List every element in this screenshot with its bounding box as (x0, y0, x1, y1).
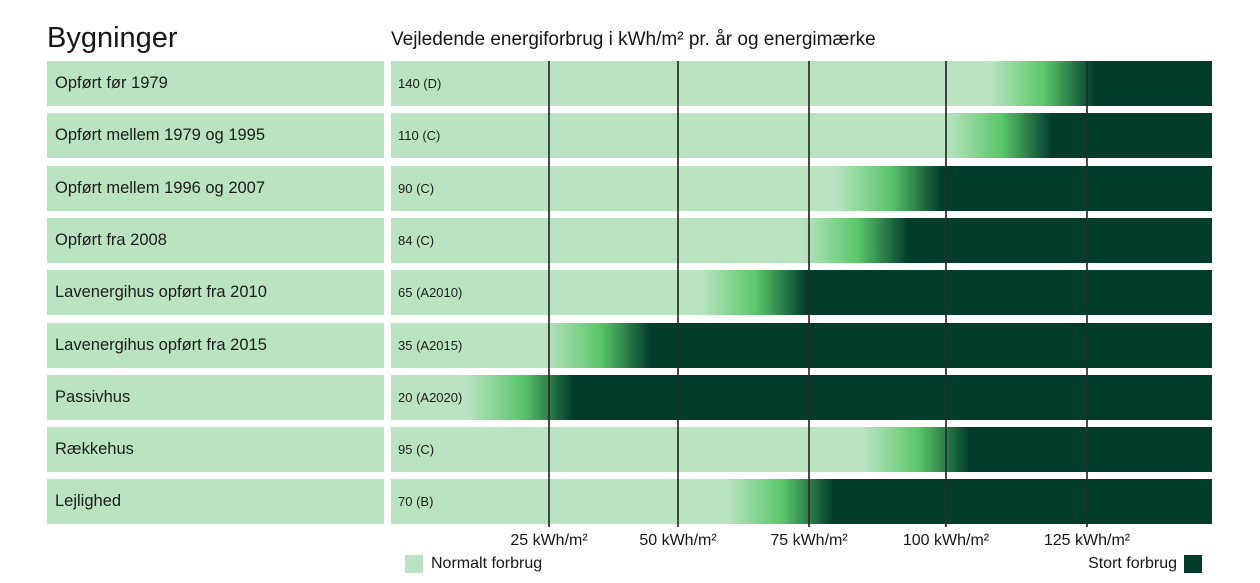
table-row: Opført fra 2008 84 (C) (47, 217, 1212, 263)
bar-gradient-transition (803, 217, 909, 263)
legend-label-normal: Normalt forbrug (431, 555, 543, 572)
bar: 110 (C) (391, 113, 1212, 159)
bar-gradient-transition (727, 479, 833, 525)
building-type-cell: Lejlighed (47, 479, 384, 525)
gridline (548, 61, 550, 527)
legend-swatch-high (1184, 555, 1202, 573)
bar-high-consumption (940, 165, 1212, 211)
legend-normal: Normalt forbrug (405, 554, 542, 574)
gridline (945, 61, 947, 527)
bar-high-consumption (805, 270, 1212, 316)
table-row: Rækkehus 95 (C) (47, 427, 1212, 473)
category-label: Opført fra 2008 (55, 230, 167, 249)
building-type-cell: Opført før 1979 (47, 61, 384, 106)
value-label: 70 (B) (398, 494, 434, 510)
bar-gradient-transition (701, 270, 807, 316)
bar-gradient-transition (863, 427, 969, 473)
bar: 70 (B) (391, 479, 1212, 525)
value-label: 95 (C) (398, 442, 435, 458)
value-label: 35 (A2015) (398, 337, 463, 353)
category-label: Opført mellem 1979 og 1995 (55, 126, 266, 145)
bar-gradient-transition (990, 61, 1095, 106)
table-row: Passivhus 20 (A2020) (47, 374, 1212, 420)
bar-gradient-transition (468, 374, 574, 420)
bar-gradient-transition (545, 322, 651, 368)
table-row: Opført mellem 1979 og 1995 110 (C) (47, 113, 1212, 159)
building-type-cell: Lavenergihus opført fra 2010 (47, 270, 384, 316)
value-label: 140 (D) (398, 76, 442, 91)
bar-high-consumption (649, 322, 1212, 368)
chart-subtitle: Vejledende energiforbrug i kWh/m² pr. år… (391, 29, 876, 50)
bar-high-consumption (1094, 61, 1212, 106)
x-tick-label: 50 kWh/m² (639, 532, 717, 549)
table-row: Opført mellem 1996 og 2007 90 (C) (47, 165, 1212, 211)
building-type-cell: Opført mellem 1996 og 2007 (47, 165, 384, 211)
x-tick-label: 75 kWh/m² (770, 532, 848, 549)
gridline (1086, 61, 1088, 527)
category-label: Lavenergihus opført fra 2015 (55, 335, 267, 354)
building-type-cell: Opført mellem 1979 og 1995 (47, 113, 384, 159)
table-row: Lavenergihus opført fra 2010 65 (A2010) (47, 270, 1212, 316)
x-tick-label: 25 kWh/m² (510, 532, 588, 549)
table-row: Lavenergihus opført fra 2015 35 (A2015) (47, 322, 1212, 368)
building-type-cell: Rækkehus (47, 427, 384, 473)
bar-high-consumption (831, 479, 1212, 525)
legend-label-high: Stort forbrug (1088, 555, 1177, 572)
gridline (677, 61, 679, 527)
gridline (808, 61, 810, 527)
category-label: Rækkehus (55, 440, 134, 459)
category-label: Opført mellem 1996 og 2007 (55, 178, 266, 197)
chart-title-bygninger: Bygninger (47, 22, 178, 54)
value-label: 20 (A2020) (398, 389, 463, 405)
bar: 84 (C) (391, 217, 1212, 263)
legend-high: Stort forbrug (1088, 554, 1202, 574)
value-label: 110 (C) (398, 128, 441, 144)
bar: 35 (A2015) (391, 322, 1212, 368)
bar: 65 (A2010) (391, 270, 1212, 316)
bar-high-consumption (907, 217, 1212, 263)
category-label: Opført før 1979 (55, 74, 168, 92)
category-label: Lejlighed (55, 492, 122, 511)
x-tick-label: 100 kWh/m² (902, 532, 990, 549)
bar: 90 (C) (391, 165, 1212, 211)
building-type-cell: Lavenergihus opført fra 2015 (47, 322, 384, 368)
value-label: 84 (C) (398, 232, 435, 248)
x-tick-label: 125 kWh/m² (1043, 532, 1131, 549)
bar-high-consumption (1051, 113, 1212, 159)
bar-high-consumption (967, 427, 1212, 473)
legend-swatch-normal (405, 555, 423, 573)
bar: 95 (C) (391, 427, 1212, 473)
category-label: Passivhus (55, 387, 131, 406)
bar-gradient-transition (836, 165, 942, 211)
building-type-cell: Passivhus (47, 374, 384, 420)
building-type-cell: Opført fra 2008 (47, 217, 384, 263)
value-label: 65 (A2010) (398, 285, 463, 301)
bar-gradient-transition (947, 113, 1053, 159)
bar: 140 (D) (391, 61, 1212, 106)
table-row: Opført før 1979 140 (D) (47, 61, 1212, 106)
table-row: Lejlighed 70 (B) (47, 479, 1212, 525)
bar: 20 (A2020) (391, 374, 1212, 420)
value-label: 90 (C) (398, 180, 435, 196)
bar-high-consumption (572, 374, 1212, 420)
category-label: Lavenergihus opført fra 2010 (55, 283, 267, 302)
